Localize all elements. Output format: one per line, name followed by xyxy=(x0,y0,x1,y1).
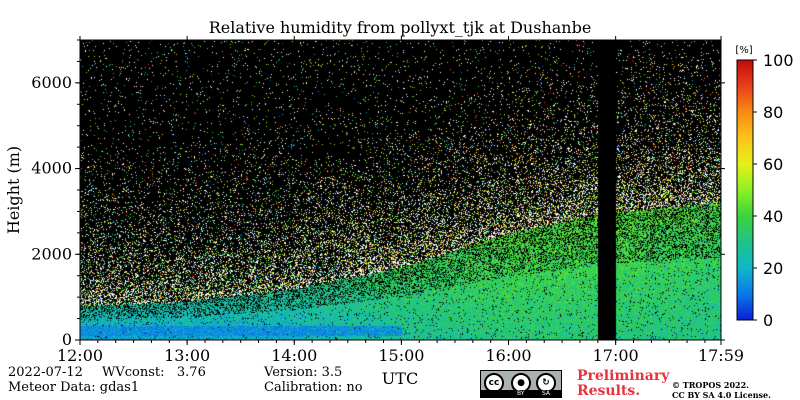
preliminary-line2: Results. xyxy=(577,383,641,399)
footer-meteor-data: Meteor Data: gdas1 xyxy=(8,380,140,395)
colorbar-tick-label: 20 xyxy=(763,259,783,278)
cc-sa-label: SA xyxy=(542,390,551,397)
x-tick-label: 17:00 xyxy=(593,346,639,365)
x-tick-label: 15:00 xyxy=(378,346,424,365)
x-axis-label: UTC xyxy=(382,369,418,388)
cc-license-logo: cc ● ↻ BY SA xyxy=(480,370,562,398)
footer-version: Version: 3.5 xyxy=(264,365,343,380)
chart-title: Relative humidity from pollyxt_tjk at Du… xyxy=(209,18,592,37)
cc-icon: cc xyxy=(484,373,504,393)
colorbar-tick-label: 80 xyxy=(763,103,783,122)
y-tick-label: 2000 xyxy=(31,244,72,263)
colorbar-tick-label: 60 xyxy=(763,155,783,174)
y-tick-label: 0 xyxy=(62,330,72,349)
footer-wvconst: WVconst: 3.76 xyxy=(102,365,206,380)
y-tick-label: 6000 xyxy=(31,73,72,92)
x-tick-label: 16:00 xyxy=(485,346,531,365)
cc-by-label: BY xyxy=(517,390,525,397)
colorbar-tick-label: 100 xyxy=(763,51,794,70)
y-axis-label: Height (m) xyxy=(4,146,23,234)
y-axis: 0 2000 4000 6000 xyxy=(31,39,725,349)
footer-date: 2022-07-12 xyxy=(8,365,83,380)
x-tick-label: 14:00 xyxy=(271,346,317,365)
colorbar-tick-label: 0 xyxy=(763,311,773,330)
x-tick-label: 13:00 xyxy=(164,346,210,365)
x-tick-label: 17:59 xyxy=(698,346,744,365)
preliminary-line1: Preliminary xyxy=(577,368,670,384)
copyright-line2: CC BY SA 4.0 License. xyxy=(672,390,771,400)
x-tick-label: 12:00 xyxy=(57,346,103,365)
rh-heatmap xyxy=(80,40,721,340)
preliminary-notice: Preliminary Results. xyxy=(577,369,669,399)
x-axis: 12:00 13:00 14:00 15:00 16:00 17:00 17:59 xyxy=(57,36,744,365)
colorbar: [%] 0 20 40 60 80 100 xyxy=(735,45,793,330)
y-tick-label: 4000 xyxy=(31,159,72,178)
rh-heatmap-image xyxy=(80,40,721,340)
footer-calibration: Calibration: no xyxy=(264,380,363,395)
copyright-notice: © TROPOS 2022. CC BY SA 4.0 License. xyxy=(672,380,771,400)
colorbar-unit: [%] xyxy=(735,45,752,56)
copyright-line1: © TROPOS 2022. xyxy=(672,380,749,390)
colorbar-tick-label: 40 xyxy=(763,207,783,226)
colorbar-scale xyxy=(736,59,754,321)
